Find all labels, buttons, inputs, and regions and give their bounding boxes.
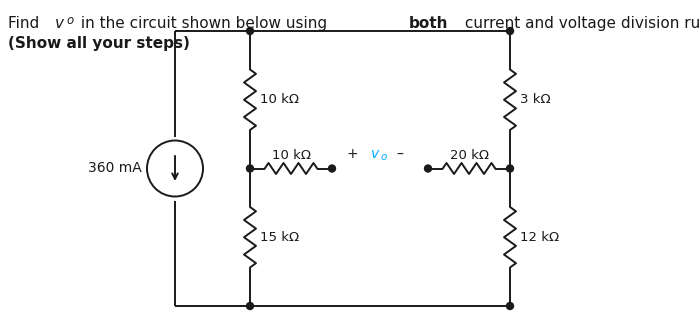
Text: 12 kΩ: 12 kΩ (520, 231, 559, 244)
Circle shape (507, 165, 514, 172)
Circle shape (246, 165, 253, 172)
Text: Find: Find (8, 16, 44, 31)
Circle shape (424, 165, 431, 172)
Text: current and voltage division rules:: current and voltage division rules: (460, 16, 700, 31)
Text: 15 kΩ: 15 kΩ (260, 231, 299, 244)
Text: –: – (397, 147, 403, 161)
Circle shape (246, 27, 253, 35)
Circle shape (328, 165, 335, 172)
Text: both: both (409, 16, 448, 31)
Text: o: o (381, 153, 387, 162)
Text: o: o (66, 14, 74, 27)
Text: 20 kΩ: 20 kΩ (449, 149, 489, 162)
Text: +: + (346, 147, 358, 161)
Circle shape (507, 27, 514, 35)
Text: o: o (66, 14, 74, 27)
Text: 10 kΩ: 10 kΩ (272, 149, 311, 162)
Text: (Show all your steps): (Show all your steps) (8, 36, 190, 51)
Circle shape (507, 303, 514, 309)
Text: 10 kΩ: 10 kΩ (260, 93, 299, 106)
Text: v: v (55, 16, 64, 31)
Text: v: v (371, 147, 379, 161)
Text: 360 mA: 360 mA (88, 161, 142, 175)
Text: in the circuit shown below using: in the circuit shown below using (76, 16, 332, 31)
Text: 3 kΩ: 3 kΩ (520, 93, 551, 106)
Circle shape (246, 303, 253, 309)
